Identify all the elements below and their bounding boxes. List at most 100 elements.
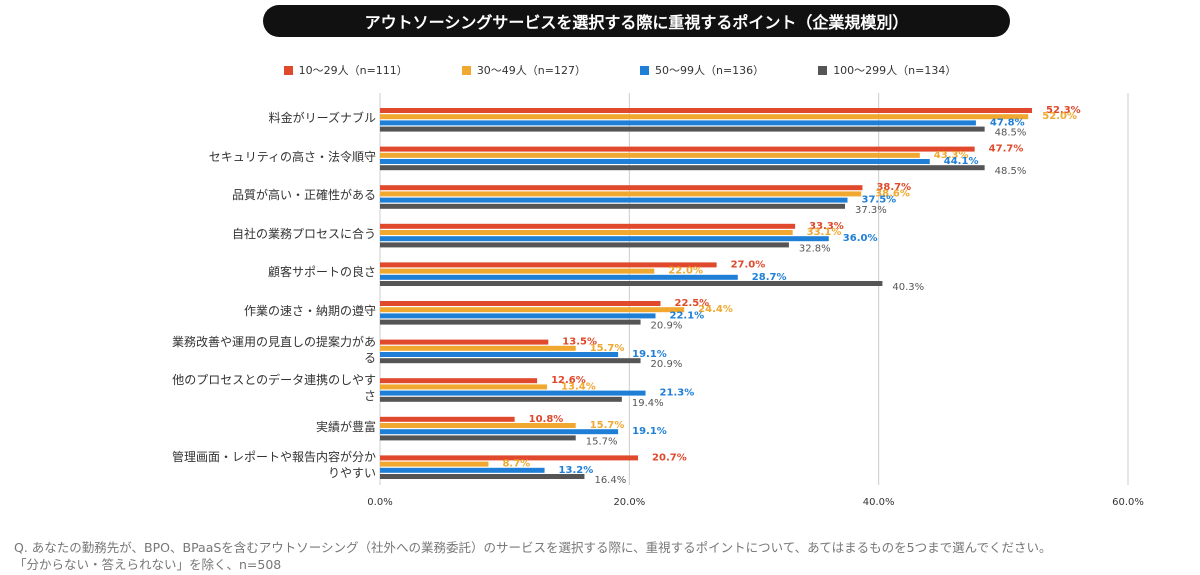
data-label: 8.7% bbox=[502, 459, 530, 470]
data-label: 33.1% bbox=[807, 227, 842, 238]
data-label: 38.7% bbox=[876, 182, 911, 193]
data-label: 13.5% bbox=[562, 337, 597, 348]
legend-swatch bbox=[461, 65, 471, 75]
data-label: 52.3% bbox=[1046, 105, 1081, 116]
bar bbox=[380, 203, 846, 209]
bar bbox=[380, 146, 975, 152]
data-label: 22.0% bbox=[668, 266, 703, 277]
data-label: 13.2% bbox=[559, 465, 594, 476]
data-label: 47.8% bbox=[990, 117, 1025, 128]
legend-item: 10〜29人（n=111） bbox=[283, 62, 408, 78]
bar bbox=[380, 191, 862, 197]
y-tick-label: セキュリティの高さ・法令順守 bbox=[208, 149, 376, 164]
bar bbox=[380, 416, 515, 422]
bar bbox=[380, 120, 976, 126]
bar bbox=[380, 236, 829, 242]
bar bbox=[380, 339, 549, 345]
data-label: 20.9% bbox=[651, 321, 683, 332]
chart-title: アウトソーシングサービスを選択する際に重視するポイント（企業規模別） bbox=[263, 5, 1010, 37]
bar bbox=[380, 384, 548, 390]
bar bbox=[380, 358, 641, 364]
legend-swatch bbox=[640, 65, 649, 75]
bar bbox=[380, 152, 920, 158]
data-label: 33.3% bbox=[809, 221, 844, 232]
data-label: 37.3% bbox=[855, 205, 887, 216]
bar bbox=[380, 230, 793, 235]
legend-label: 50〜99人（n=136） bbox=[655, 64, 765, 77]
bar bbox=[380, 268, 655, 274]
data-label: 44.1% bbox=[944, 156, 979, 167]
data-label: 36.0% bbox=[843, 233, 878, 244]
x-tick-label: 40.0% bbox=[863, 497, 895, 508]
bar bbox=[380, 108, 1033, 113]
y-tick-label: 顧客サポートの良さ bbox=[267, 265, 376, 280]
data-label: 15.7% bbox=[586, 436, 618, 447]
bar bbox=[380, 345, 576, 351]
data-label: 22.5% bbox=[675, 298, 710, 309]
bar bbox=[380, 301, 661, 306]
legend-swatch bbox=[283, 65, 293, 75]
legend-swatch bbox=[818, 65, 828, 75]
y-tick-label: 料金がリーズナブル bbox=[268, 111, 376, 125]
footnote: 「分からない・答えられない」を除く、n=508 bbox=[14, 557, 282, 572]
bar bbox=[380, 461, 489, 467]
data-label: 19.4% bbox=[632, 398, 664, 409]
bar bbox=[380, 274, 738, 280]
bar bbox=[380, 197, 848, 203]
x-tick-label: 20.0% bbox=[613, 497, 645, 508]
data-label: 28.7% bbox=[752, 272, 787, 283]
data-label: 19.1% bbox=[632, 349, 667, 360]
legend-label: 10〜29人（n=111） bbox=[298, 64, 408, 77]
data-label: 32.8% bbox=[799, 243, 831, 254]
bar bbox=[380, 319, 641, 325]
bar bbox=[380, 429, 619, 435]
bar bbox=[380, 396, 622, 402]
data-label: 48.5% bbox=[995, 166, 1027, 177]
y-tick-label: 自社の業務プロセスに合う bbox=[231, 226, 376, 241]
y-tick-label: 作業の速さ・納期の遵守 bbox=[243, 304, 376, 318]
data-label: 52.0% bbox=[1042, 111, 1077, 122]
legend-item: 30〜49人（n=127） bbox=[461, 62, 586, 78]
y-tick-label: 業務改善や運用の見直しの提案力がある bbox=[171, 334, 376, 365]
bar bbox=[380, 474, 585, 479]
data-label: 16.4% bbox=[594, 475, 626, 486]
bar bbox=[380, 378, 538, 384]
data-label: 27.0% bbox=[731, 259, 766, 270]
legend-item: 100〜299人（n=134） bbox=[818, 62, 956, 78]
bar bbox=[380, 114, 1029, 120]
bar bbox=[380, 455, 639, 461]
bar bbox=[380, 435, 576, 441]
data-label: 12.6% bbox=[551, 375, 586, 386]
footnote: Q. あなたの勤務先が、BPO、BPaaSを含むアウトソーシング（社外への業務委… bbox=[14, 540, 1052, 555]
bar bbox=[380, 159, 930, 164]
x-tick-label: 60.0% bbox=[1112, 497, 1144, 508]
bar bbox=[380, 223, 796, 229]
bar bbox=[380, 281, 883, 286]
data-label: 20.9% bbox=[651, 359, 683, 370]
data-label: 24.4% bbox=[698, 304, 733, 315]
data-label: 13.4% bbox=[561, 381, 596, 392]
x-tick-label: 0.0% bbox=[367, 497, 392, 508]
data-label: 38.6% bbox=[875, 188, 910, 199]
bar bbox=[380, 185, 863, 191]
bar bbox=[380, 423, 576, 428]
data-label: 20.7% bbox=[652, 452, 687, 463]
legend-item: 50〜99人（n=136） bbox=[640, 62, 764, 78]
bar bbox=[380, 467, 545, 473]
legend: 10〜29人（n=111） 30〜49人（n=127） 50〜99人（n=136） 1… bbox=[0, 62, 1200, 78]
legend-label: 100〜299人（n=134） bbox=[833, 64, 957, 77]
data-label: 48.5% bbox=[995, 128, 1027, 139]
y-tick-label: 管理画面・レポートや報告内容が分かりやすい bbox=[171, 450, 376, 481]
data-label: 15.7% bbox=[590, 343, 625, 354]
data-label: 22.1% bbox=[670, 310, 705, 321]
data-label: 47.7% bbox=[989, 144, 1024, 155]
data-label: 40.3% bbox=[892, 282, 924, 293]
y-tick-label: 品質が高い・正確性がある bbox=[231, 188, 376, 203]
bar bbox=[380, 390, 646, 396]
bar bbox=[380, 262, 717, 268]
data-label: 43.3% bbox=[934, 150, 969, 161]
bar bbox=[380, 313, 656, 319]
y-tick-label: 他のプロセスとのデータ連携のしやすさ bbox=[172, 373, 376, 404]
